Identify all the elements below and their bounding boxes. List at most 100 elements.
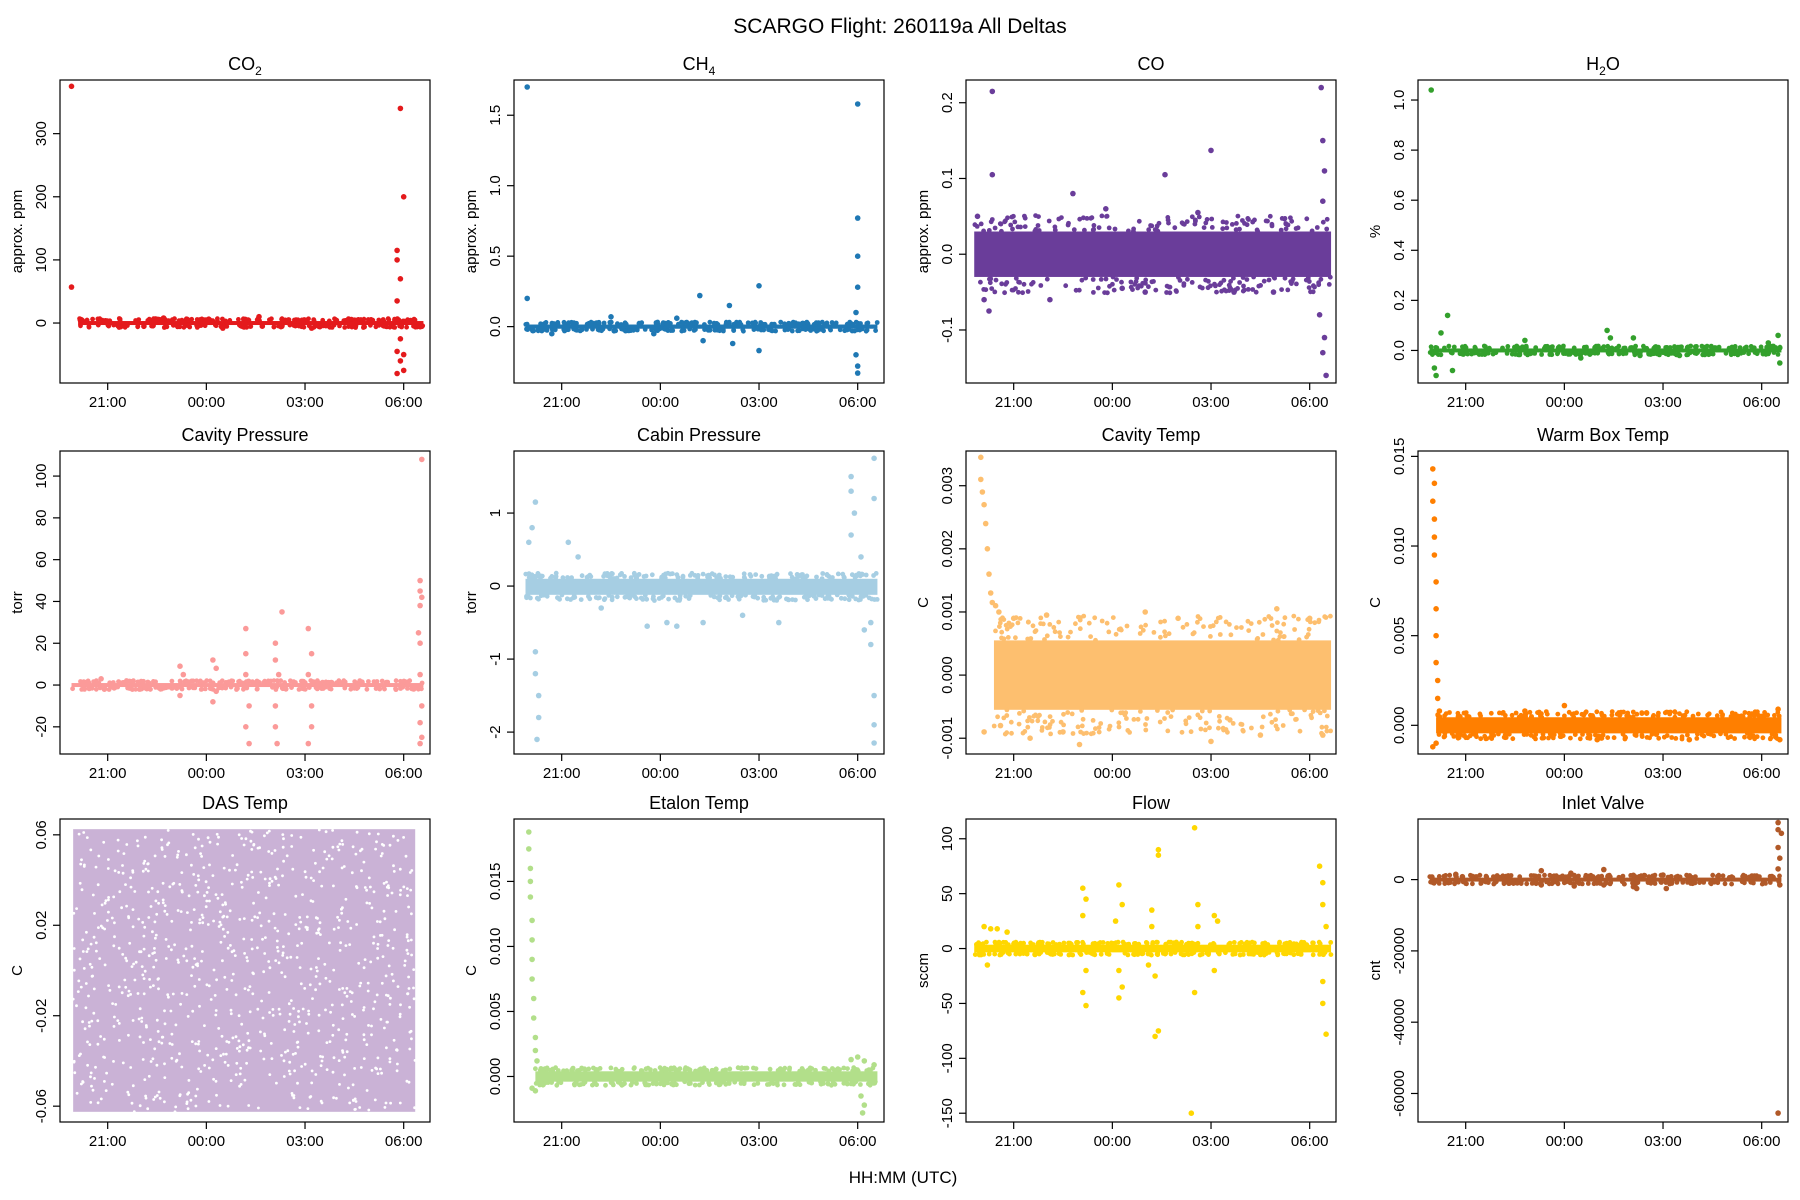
data-point [1649, 731, 1655, 737]
band-gap [288, 1072, 292, 1076]
data-point [313, 685, 319, 691]
data-point [640, 597, 646, 602]
band-gap [92, 935, 96, 939]
band-gap [199, 1070, 203, 1073]
band-gap [94, 941, 98, 945]
band-gap [405, 935, 409, 939]
band-gap [182, 954, 186, 958]
y-tick-label: 0.4 [1391, 240, 1408, 261]
data-point [1433, 345, 1439, 350]
band-gap [388, 843, 392, 847]
data-point [1077, 950, 1083, 956]
band-gap [156, 890, 160, 894]
data-point [1547, 731, 1553, 737]
band-gap [368, 902, 371, 905]
band-gap [153, 951, 156, 954]
band-gap [107, 896, 110, 899]
data-point [393, 678, 399, 684]
data-point [381, 324, 387, 329]
data-point [1022, 215, 1028, 221]
band-gap [93, 1077, 96, 1080]
band-gap [171, 882, 175, 886]
data-point [761, 327, 767, 333]
data-point [329, 680, 335, 685]
band-gap [332, 1096, 335, 1100]
y-tick-label: 0.0 [1391, 340, 1408, 361]
band-gap [118, 890, 122, 894]
data-point [1561, 351, 1566, 356]
band-gap [197, 1042, 200, 1046]
data-point [308, 325, 315, 331]
data-band [993, 640, 1332, 710]
data-point [1686, 875, 1692, 880]
band-gap [149, 905, 153, 908]
data-point [177, 663, 183, 669]
y-axis-label: torr [463, 591, 480, 614]
band-gap [194, 1042, 198, 1046]
data-point [326, 318, 332, 324]
band-gap [190, 974, 193, 977]
data-point [1035, 718, 1041, 724]
band-gap [106, 867, 110, 870]
band-gap [220, 893, 224, 896]
band-gap [380, 852, 384, 855]
data-point [305, 671, 312, 678]
band-gap [97, 854, 101, 858]
band-gap [103, 901, 107, 905]
band-gap [340, 1003, 344, 1007]
data-point [1256, 619, 1262, 625]
data-point [722, 1067, 728, 1073]
data-point [1149, 907, 1155, 913]
data-point [674, 623, 680, 629]
data-point [311, 318, 317, 324]
band-gap [340, 907, 343, 911]
data-point [1571, 345, 1577, 351]
band-gap [389, 996, 392, 1000]
data-point [1149, 923, 1155, 930]
data-point [1296, 637, 1302, 643]
band-gap [349, 926, 353, 930]
band-gap [207, 886, 211, 889]
band-gap [107, 858, 110, 861]
data-point [1725, 735, 1731, 741]
data-point [1583, 709, 1589, 715]
data-point [1536, 873, 1542, 879]
data-point [1134, 275, 1140, 281]
band-gap [277, 883, 280, 887]
data-point [1184, 219, 1190, 225]
band-gap [260, 999, 263, 1003]
band-gap [144, 867, 148, 871]
y-tick-label: 0.02 [33, 911, 50, 940]
data-point [1166, 631, 1172, 637]
data-point [186, 685, 192, 691]
data-point [548, 1079, 554, 1085]
band-gap [321, 866, 325, 870]
band-gap [240, 885, 244, 889]
data-point [700, 337, 706, 344]
data-point [984, 962, 991, 968]
band-gap [283, 975, 287, 979]
data-point [652, 1068, 658, 1073]
data-point [371, 679, 377, 684]
data-point [871, 740, 877, 746]
band-gap [250, 938, 254, 941]
band-gap [341, 1051, 345, 1054]
data-point [1590, 714, 1596, 720]
data-point [1306, 285, 1312, 290]
band-gap [101, 926, 105, 930]
data-point [1275, 708, 1281, 714]
band-gap [250, 830, 254, 834]
data-point [1775, 866, 1781, 872]
x-tick-label: 03:00 [286, 394, 324, 411]
band-gap [408, 871, 412, 874]
data-point [95, 322, 101, 328]
data-point [1004, 280, 1010, 285]
data-point [1211, 967, 1218, 974]
data-point [100, 317, 105, 323]
data-point [1215, 615, 1221, 621]
data-point [1491, 881, 1497, 887]
band-gap [82, 967, 86, 970]
data-point [622, 320, 628, 326]
band-gap [141, 973, 145, 977]
